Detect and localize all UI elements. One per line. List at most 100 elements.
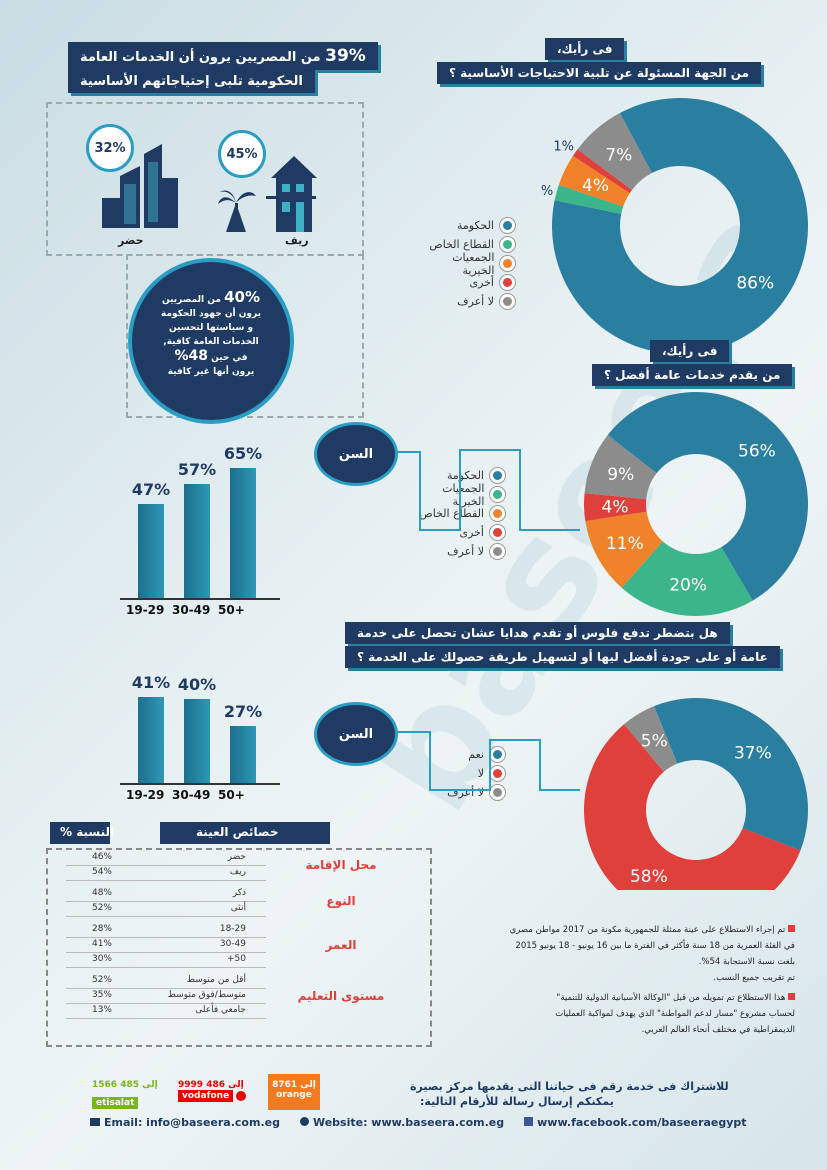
age-oval-1: السن xyxy=(314,422,398,486)
facebook-icon xyxy=(524,1117,534,1126)
rural-house-icon xyxy=(218,156,317,232)
donut1-question-line2: من الجهة المسئولة عن تلبية الاحتياجات ال… xyxy=(437,62,761,84)
note-line1: تم إجراء الاستطلاع على عينة ممثلة للجمهو… xyxy=(509,925,786,935)
donut1-question-line1: فى رأيك، xyxy=(545,38,625,60)
bar-chart-1-value-label-2: 65% xyxy=(223,444,263,463)
donut3-question-line2: عامة أو على جودة أفضل ليها أو لتسهيل طري… xyxy=(345,646,780,668)
donut2-legend-label: القطاع الخاص xyxy=(419,507,484,520)
sample-table-row-label: متوسط/فوق متوسط xyxy=(167,990,246,1000)
donut2-legend-item: القطاع الخاص xyxy=(410,504,505,523)
donut3-legend-item: نعم xyxy=(420,745,505,764)
donut2-label-4: 9% xyxy=(607,465,634,485)
table-header-right: خصائص العينة xyxy=(196,825,279,839)
bar-chart-1-axis xyxy=(120,598,280,600)
urban-pct-badge: 32% xyxy=(86,124,134,172)
age-oval-2: السن xyxy=(314,702,398,766)
donut3-slice-0 xyxy=(654,698,808,851)
bubble-text6: يرون أنها غير كافية xyxy=(167,367,255,377)
website-text: Website: www.baseera.com.eg xyxy=(312,1116,505,1129)
bar-chart-2-bar-2 xyxy=(230,726,256,783)
donut1-legend: الحكومة القطاع الخاص الجمعيات الخيرية أخرى ل… xyxy=(420,216,515,311)
bubble-pct2: 48% xyxy=(174,348,208,364)
bar-chart-2-value-label-0: 41% xyxy=(131,672,171,692)
donut3-label-2: 5% xyxy=(641,732,668,752)
donut1-slice-3 xyxy=(572,149,632,194)
globe-icon xyxy=(299,1117,309,1126)
sample-table-row-label: 18-29 xyxy=(219,924,246,934)
donut2-chart: 56% 20% 11% 4% 9% xyxy=(584,392,808,616)
orange-code: 8761 إلى xyxy=(272,1080,316,1090)
sample-table-row-value: 13% xyxy=(91,1005,112,1015)
rural-pct: 45% xyxy=(226,146,258,162)
sample-table-row-label: أنثى xyxy=(230,903,246,913)
bar-chart-2-category-label-0: 19-29 xyxy=(126,788,165,802)
donut3-legend-label: لا xyxy=(477,767,484,780)
donut3-legend-dot xyxy=(490,766,505,781)
donut2-legend-dot xyxy=(490,525,505,540)
footer: للاشتراك فى خدمة رقم فى حياتنا التى يقدم… xyxy=(0,1070,827,1170)
sample-table-row-value: 54% xyxy=(91,867,112,877)
sample-table-row-label: 50+ xyxy=(227,954,246,964)
donut3-slice-2 xyxy=(624,706,678,772)
footer-contact-row: Email: info@baseera.com.eg Website: www.… xyxy=(90,1116,747,1129)
table-header-left: النسبة % xyxy=(60,825,115,839)
donut2-slice-3 xyxy=(584,493,647,522)
etisalat-badge: 1566 إلى 485 etisalat xyxy=(92,1080,164,1110)
donut3-legend-label: نعم xyxy=(468,748,484,761)
q1-title-pct: 39% xyxy=(325,46,366,66)
bubble-text1: من المصريين xyxy=(162,295,221,305)
donut2-legend-label: لا أعرف xyxy=(447,545,484,558)
donut2-legend-item: أخرى xyxy=(410,523,505,542)
donut3-legend-item: لا xyxy=(420,764,505,783)
donut1-label-2: 4% xyxy=(582,176,609,196)
donut1-slice-0 xyxy=(552,98,808,355)
donut3-slice-1 xyxy=(584,724,801,890)
donut1-legend-label: القطاع الخاص xyxy=(429,238,494,251)
donut2-question-line2: من يقدم خدمات عامة أفضل ؟ xyxy=(592,364,793,386)
donut1-slice-2 xyxy=(558,155,630,207)
sample-table-row-label: ذكر xyxy=(232,888,246,898)
bar-chart-1: 47% 19-29 57% 30-49 65% 50+ xyxy=(110,430,290,620)
website-link[interactable]: Website: www.baseera.com.eg xyxy=(299,1116,505,1129)
sample-table-row-value: 28% xyxy=(91,924,112,934)
rural-label: ريف xyxy=(285,234,309,247)
sample-table-row-value: 52% xyxy=(91,975,112,985)
orange-badge: 8761 إلى orange xyxy=(268,1074,320,1110)
bar-chart-2-bar-0 xyxy=(138,696,164,783)
donut1-chart: 86% 2% 4% 1% 7% xyxy=(540,98,808,355)
bubble-text4: الخدمات العامة كافية, xyxy=(163,337,259,347)
sample-table-divider xyxy=(66,901,266,902)
bubble-circle: 40% من المصريين يرون أن جهود الحكومة و س… xyxy=(128,258,294,424)
donut2-legend-dot xyxy=(490,544,505,559)
sample-table-row-value: 48% xyxy=(91,888,112,898)
donut2-legend-item: لا أعرف xyxy=(410,542,505,561)
donut1-slice-4 xyxy=(577,112,652,191)
bar-chart-1-bar-1 xyxy=(184,484,210,598)
notes-block: تم إجراء الاستطلاع على عينة ممثلة للجمهو… xyxy=(435,922,795,1038)
bar-chart-1-value-label-0: 47% xyxy=(131,480,171,499)
donut2-label-1: 20% xyxy=(669,576,707,596)
bubble-panel xyxy=(126,254,364,418)
email-link[interactable]: Email: info@baseera.com.eg xyxy=(90,1116,280,1129)
bubble-text5: في حين xyxy=(211,353,248,363)
bar-chart-1-bar-0 xyxy=(138,504,164,598)
donut1-legend-dot xyxy=(500,275,515,290)
sample-table-group-name: محل الإقامة xyxy=(305,858,377,872)
sample-table-divider xyxy=(66,952,266,953)
sample-table-divider xyxy=(66,988,266,989)
bar-chart-2-category-label-2: 50+ xyxy=(218,788,245,802)
note-line7: الديمقراطية في مختلف أنحاء العالم العربي… xyxy=(641,1025,795,1035)
bar-chart-2-value-label-1: 40% xyxy=(177,675,217,694)
donut1-legend-dot xyxy=(500,294,515,309)
donut3-legend-dot xyxy=(490,785,505,800)
donut2-legend-label: أخرى xyxy=(459,526,484,539)
sample-table-row-label: ريف xyxy=(229,867,246,877)
donut1-legend-dot xyxy=(500,237,515,252)
urban-label: حضر xyxy=(118,234,144,247)
sample-table-body: حضر 46% ريف 54% محل الإقامة ذكر 48% أنثى 52% النو… xyxy=(46,848,428,1043)
bar-chart-2-axis xyxy=(120,783,280,785)
sample-table-row-label: جامعي فأعلى xyxy=(195,1005,246,1015)
facebook-text: www.facebook.com/baseeraegypt xyxy=(537,1116,747,1129)
age-oval-1-label: السن xyxy=(338,446,374,462)
facebook-link[interactable]: www.facebook.com/baseeraegypt xyxy=(524,1116,747,1129)
